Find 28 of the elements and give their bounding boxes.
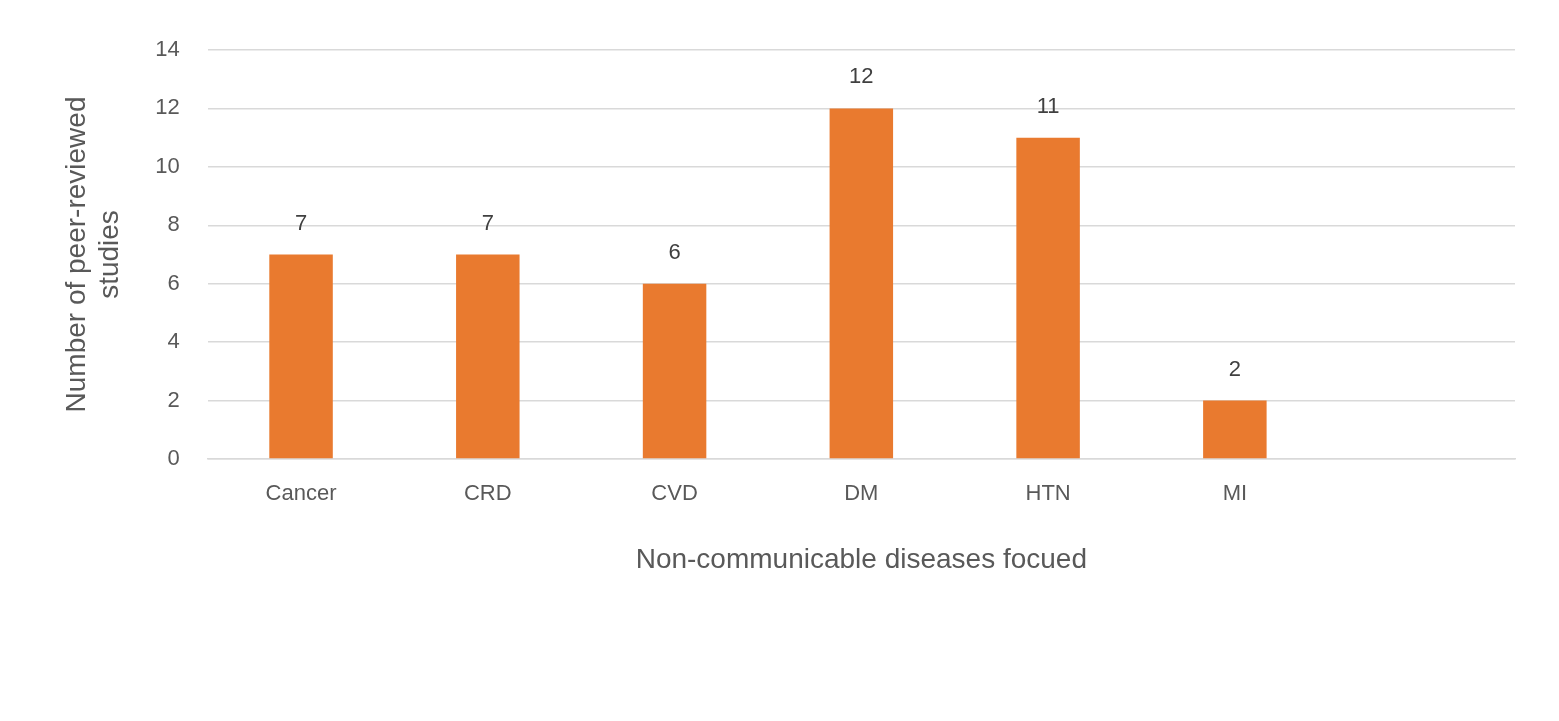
bar: [269, 254, 333, 459]
bar: [642, 283, 707, 459]
y-tick-label: 0: [167, 445, 180, 471]
bar: [1016, 137, 1080, 459]
x-tick-label: DM: [844, 480, 879, 506]
y-tick-label: 14: [155, 36, 180, 62]
x-tick-label: CRD: [463, 480, 512, 506]
data-label: 12: [849, 63, 874, 89]
data-label: 7: [294, 209, 308, 235]
data-label: 7: [481, 209, 494, 235]
data-label: 2: [1228, 355, 1241, 381]
x-tick-label: MI: [1222, 480, 1248, 506]
y-tick-label: 2: [167, 386, 180, 412]
x-axis-title: Non-communicable diseases focued: [635, 542, 1088, 574]
x-tick-label: Cancer: [265, 480, 337, 506]
bar: [1203, 400, 1267, 459]
y-tick-label: 6: [167, 269, 180, 295]
bar: [829, 108, 894, 459]
y-tick-label: 10: [155, 152, 180, 178]
data-label: 6: [668, 238, 681, 264]
bar: [456, 254, 520, 459]
y-tick-label: 8: [167, 211, 180, 237]
y-tick-label: 4: [167, 328, 180, 354]
y-axis-title: Number of peer-reviewed studies: [59, 96, 125, 413]
x-tick-label: CVD: [651, 480, 698, 506]
y-tick-label: 12: [155, 94, 180, 120]
x-tick-label: HTN: [1025, 480, 1071, 506]
data-label: 11: [1036, 92, 1060, 118]
